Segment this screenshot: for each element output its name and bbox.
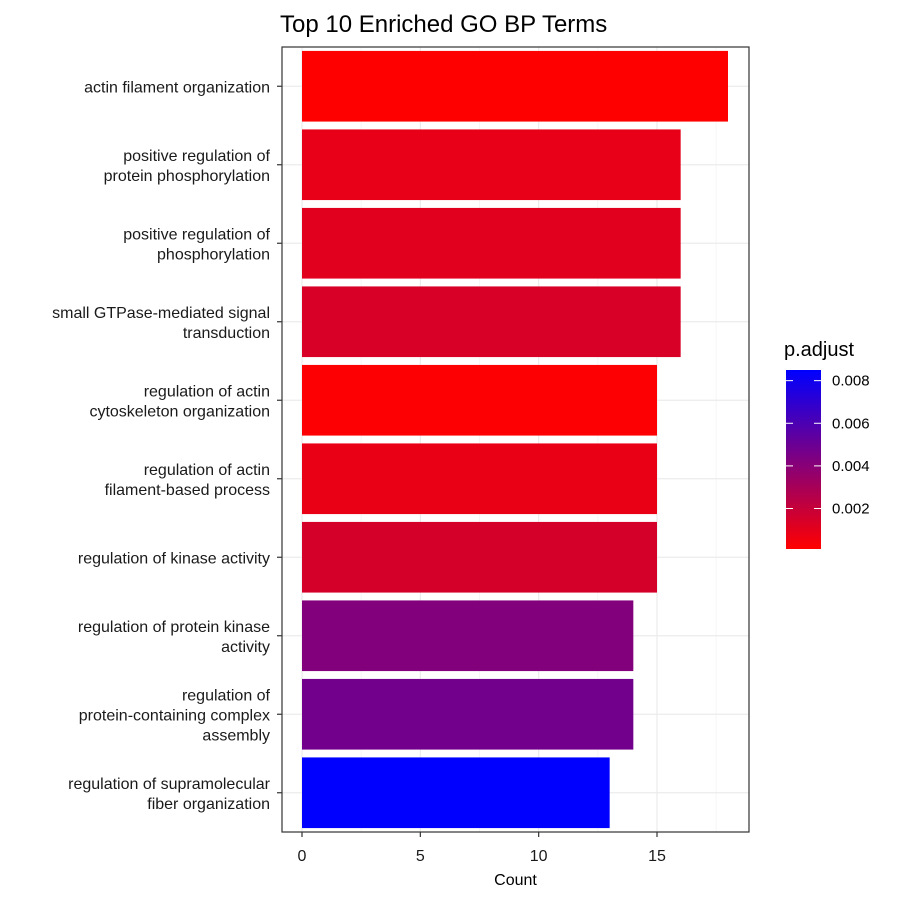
y-tick-label-line: cytoskeleton organization <box>89 403 270 420</box>
bar <box>302 286 681 358</box>
y-tick-label: regulation of kinase activity <box>78 550 270 567</box>
x-tick-label: 15 <box>648 848 666 865</box>
y-tick-label-line: fiber organization <box>147 796 270 813</box>
plot-panel-border <box>281 46 750 833</box>
y-tick-label-line: protein-containing complex <box>79 707 270 724</box>
x-tick-label: 10 <box>530 848 548 865</box>
y-tick-label-line: regulation of kinase activity <box>78 550 270 567</box>
bar <box>302 678 634 750</box>
bar <box>302 757 610 829</box>
y-tick-label-line: positive regulation of <box>123 148 270 165</box>
y-tick-label: regulation of actin cytoskeleton organiza… <box>89 383 270 420</box>
legend-ticks: 0.002 0.004 0.006 0.008 <box>786 373 870 518</box>
x-axis-label: Count <box>494 872 537 889</box>
bar <box>302 207 681 279</box>
y-tick-label: regulation of protein kinase activity <box>78 619 270 656</box>
y-tick-label: positive regulation of phosphorylation <box>123 226 270 263</box>
legend-title: p.adjust <box>784 339 854 361</box>
x-tick-label: 0 <box>298 848 307 865</box>
y-tick-label-line: small GTPase-mediated signal <box>52 305 270 322</box>
chart-title: Top 10 Enriched GO BP Terms <box>280 11 607 38</box>
legend-tick-label: 0.006 <box>832 415 870 432</box>
y-tick-label-line: actin filament organization <box>84 79 270 96</box>
y-tick-label: regulation of actin filament-based proces… <box>105 462 270 499</box>
y-tick-label-line: regulation of actin <box>144 462 270 479</box>
y-tick-label: small GTPase-mediated signal transduction <box>52 305 270 342</box>
color-legend: p.adjust 0.002 0.004 0.006 0.008 <box>784 339 870 549</box>
y-tick-label-line: activity <box>221 639 270 656</box>
y-tick-label-line: assembly <box>202 727 270 744</box>
x-axis-ticks: 0 5 10 15 <box>298 832 666 865</box>
y-tick-label: positive regulation of protein phosphoryl… <box>104 148 271 185</box>
bar <box>302 129 681 201</box>
y-tick-label-line: transduction <box>183 325 270 342</box>
y-tick-label-line: positive regulation of <box>123 226 270 243</box>
legend-tick-label: 0.008 <box>832 373 870 390</box>
bar <box>302 443 657 515</box>
legend-colorbar <box>786 370 821 549</box>
y-tick-label-line: filament-based process <box>105 482 270 499</box>
bar <box>302 600 634 672</box>
y-tick-label-line: phosphorylation <box>157 246 270 263</box>
y-tick-label-line: protein phosphorylation <box>104 168 270 185</box>
y-tick-label-line: regulation of <box>182 687 271 704</box>
legend-tick-label: 0.004 <box>832 458 870 475</box>
y-tick-label-line: regulation of supramolecular <box>68 776 271 793</box>
y-axis-ticks: actin filament organization positive regu… <box>52 79 282 813</box>
bar <box>302 50 728 122</box>
y-tick-label-line: regulation of protein kinase <box>78 619 270 636</box>
legend-tick-label: 0.002 <box>832 501 870 518</box>
bar <box>302 364 657 436</box>
bars <box>302 50 728 829</box>
bar <box>302 521 657 593</box>
x-tick-label: 5 <box>416 848 425 865</box>
y-tick-label: regulation of supramolecular fiber organi… <box>68 776 271 813</box>
y-tick-label: regulation of protein-containing complex a… <box>79 687 271 744</box>
y-tick-label-line: regulation of actin <box>144 383 270 400</box>
y-tick-label: actin filament organization <box>84 79 270 96</box>
